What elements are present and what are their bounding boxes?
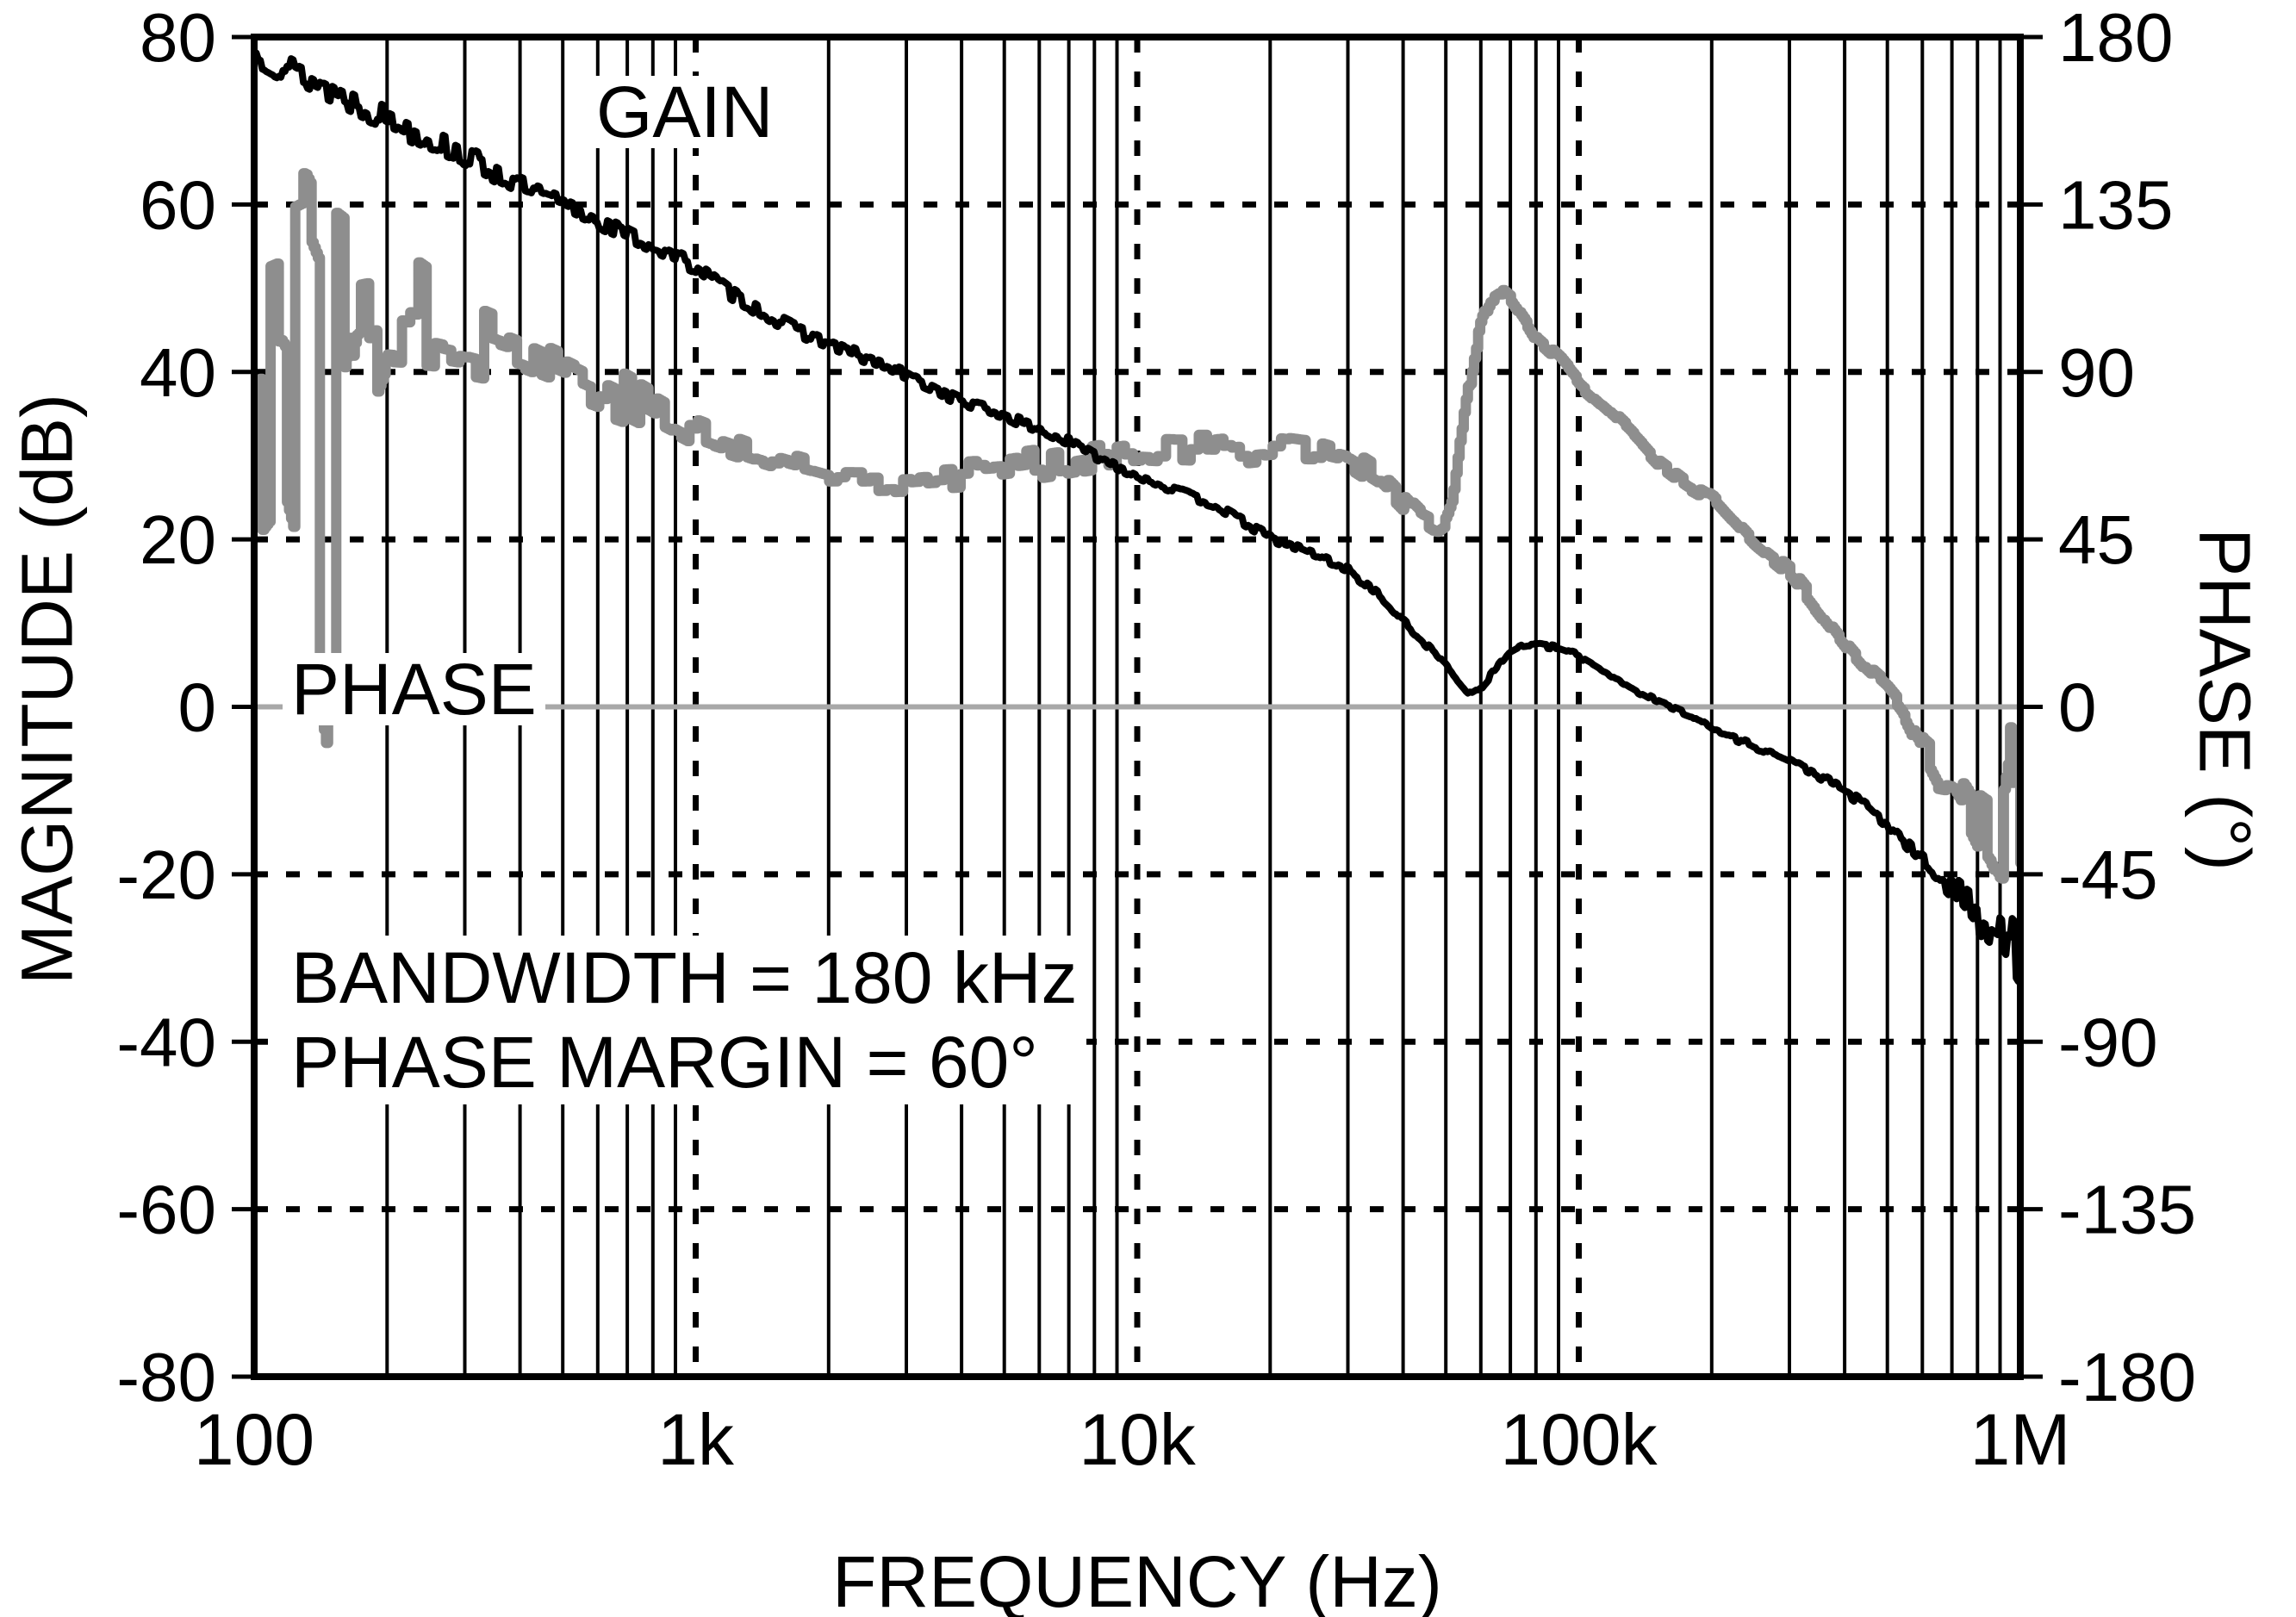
left-tick-label: 40 bbox=[140, 334, 216, 411]
left-tick-label: 60 bbox=[140, 166, 216, 243]
right-tick-label: 0 bbox=[2058, 669, 2097, 746]
right-tick-label: -45 bbox=[2058, 836, 2158, 913]
left-tick-label: 20 bbox=[140, 501, 216, 578]
right-tick-label: -180 bbox=[2058, 1339, 2196, 1415]
right-tick-label: 180 bbox=[2058, 0, 2173, 76]
x-tick-label: 1k bbox=[657, 1399, 735, 1480]
x-tick-label: 10k bbox=[1079, 1399, 1196, 1480]
x-tick-label: 1M bbox=[1970, 1399, 2071, 1480]
curves-group bbox=[254, 48, 2020, 986]
left-tick-label: 0 bbox=[178, 669, 217, 746]
right-tick-label: 135 bbox=[2058, 166, 2173, 243]
right-tick-label: -135 bbox=[2058, 1172, 2196, 1248]
x-axis-title: FREQUENCY (Hz) bbox=[832, 1541, 1442, 1617]
plot-frame bbox=[251, 34, 2024, 1380]
x-tick-label: 100 bbox=[194, 1399, 314, 1480]
phase-margin-annotation: PHASE MARGIN = 60° bbox=[291, 1022, 1038, 1103]
left-tick-label: -60 bbox=[116, 1172, 216, 1248]
annotation-block: BANDWIDTH = 180 kHz PHASE MARGIN = 60° bbox=[283, 936, 1086, 1104]
phase-curve-label: PHASE bbox=[283, 653, 545, 725]
gain-curve bbox=[254, 48, 2020, 986]
right-tick-label: 90 bbox=[2058, 334, 2135, 411]
x-tick-label: 100k bbox=[1500, 1399, 1658, 1480]
bandwidth-annotation: BANDWIDTH = 180 kHz bbox=[291, 937, 1078, 1018]
phase-curve bbox=[254, 168, 2020, 884]
gain-curve-label: GAIN bbox=[588, 76, 782, 148]
right-axis-title: PHASE (°) bbox=[2184, 528, 2266, 871]
left-tick-label: -80 bbox=[116, 1339, 216, 1415]
right-tick-label: 45 bbox=[2058, 501, 2135, 578]
left-tick-label: -20 bbox=[116, 836, 216, 913]
right-tick-label: -90 bbox=[2058, 1004, 2158, 1080]
left-tick-label: 80 bbox=[140, 0, 216, 76]
left-axis-title: MAGNITUDE (dB) bbox=[6, 393, 88, 986]
left-tick-label: -40 bbox=[116, 1004, 216, 1080]
